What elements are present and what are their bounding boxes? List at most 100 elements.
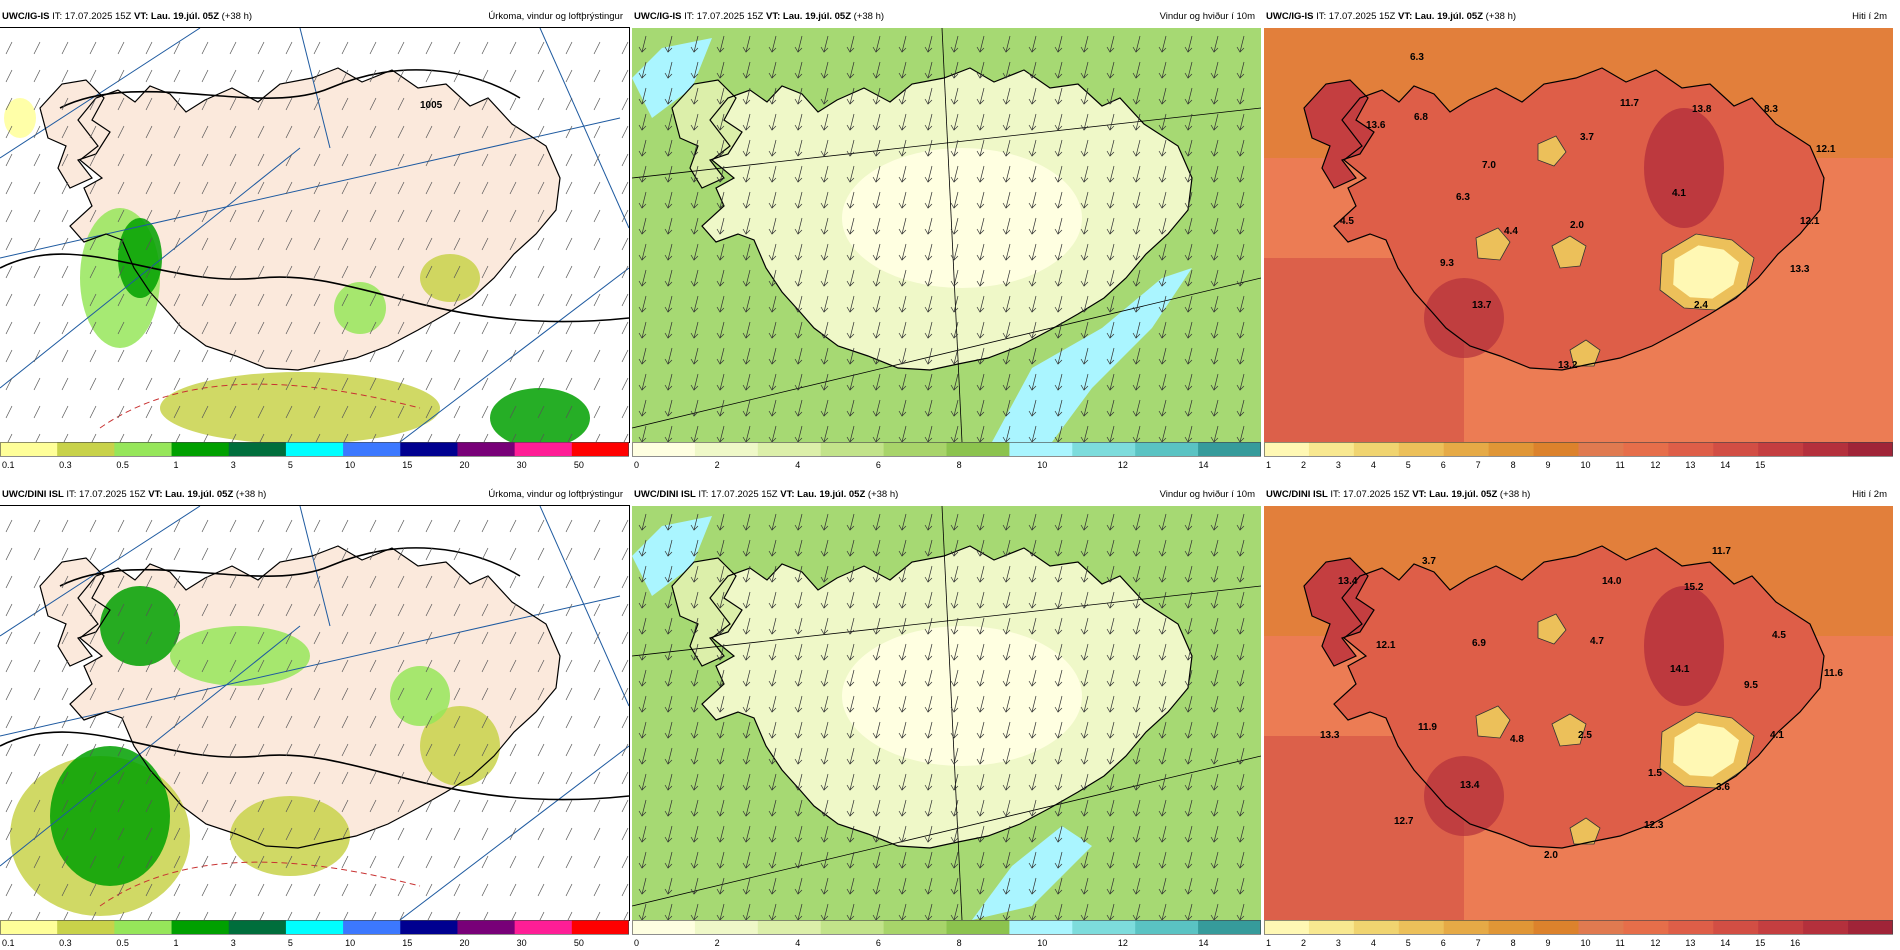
wind-arrow-shaft [1005,825,1011,843]
wind-arrow [664,773,673,791]
wind-arrow [638,139,647,157]
colorbar: 0 2 4 6 8 10 12 14 [632,920,1261,950]
wind-arrow [898,747,907,765]
wind-arrow-head [898,46,907,53]
wind-arrow [872,799,881,817]
wind-arrow [1184,851,1193,869]
wind-arrow-head [1054,888,1063,895]
wind-arrow-shaft [1213,721,1219,739]
wind-arrow-head [1236,732,1245,739]
wind-barb [117,377,125,391]
wind-arrow-head [1028,254,1037,261]
wind-arrow [846,243,855,261]
wind-arrow [716,191,725,209]
wind-arrow [846,295,855,313]
wind-arrow-head [1054,550,1063,557]
wind-barb [229,519,237,533]
wind-arrow-shaft [745,877,751,895]
wind-barb [257,799,265,813]
wind-arrow [1028,539,1037,557]
wind-arrow-head [1028,410,1037,417]
colorbar-swatch [343,920,401,934]
panel-header: UWC/IG-IS IT: 17.07.2025 15Z VT: Lau. 19… [0,8,629,26]
wind-arrow [1002,87,1011,105]
wind-arrow-head [638,550,647,557]
wind-arrow-head [794,732,803,739]
wind-barb [621,69,629,83]
wind-barb [117,575,125,589]
wind-arrow-shaft [771,61,777,79]
wind-arrow-head [976,228,985,235]
wind-arrow-head [716,202,725,209]
wind-arrow-head [1158,810,1167,817]
wind-barb [397,715,405,729]
wind-arrow-head [1132,150,1141,157]
wind-arrow-head [690,306,699,313]
wind-arrow-shaft [901,139,907,157]
wind-arrow [898,721,907,739]
wind-arrow-head [1158,332,1167,339]
wind-barb [397,855,405,869]
wind-arrow-shaft [797,269,803,287]
wind-arrow-head [820,888,829,895]
wind-barb [621,405,629,419]
wind-arrow-head [716,176,725,183]
wind-barb [341,883,349,897]
wind-arrow-head [1002,72,1011,79]
wind-arrow-head [872,280,881,287]
wind-arrow-shaft [771,565,777,583]
coastline [1303,79,1375,189]
wind-arrow-head [846,202,855,209]
wind-barb [285,293,293,307]
wind-arrow-head [1054,436,1063,442]
wind-barb [145,321,153,335]
wind-arrow [1054,877,1063,895]
wind-barb [565,405,573,419]
wind-barb [593,153,601,167]
wind-arrow-head [820,176,829,183]
wind-arrow [1210,373,1219,391]
wind-arrow-shaft [641,139,647,157]
wind-arrow [690,669,699,687]
wind-arrow-head [820,706,829,713]
graticule-line [632,755,1261,907]
wind-arrow-head [794,680,803,687]
colorbar-swatch [1668,920,1714,934]
temperature-label: 13.3 [1320,730,1340,741]
panel-header: UWC/DINI ISL IT: 17.07.2025 15Z VT: Lau.… [632,486,1261,504]
wind-arrow [976,695,985,713]
warm-area [1644,586,1724,706]
colorbar-tick-label: 11 [1615,938,1624,948]
wind-arrow [1080,243,1089,261]
wind-barb [425,265,433,279]
wind-arrow-shaft [1161,269,1167,287]
wind-arrow [898,217,907,235]
wind-arrow [1002,347,1011,365]
wind-arrow [1002,217,1011,235]
wind-barb [89,293,97,307]
wind-barb [621,265,629,279]
wind-barb [341,377,349,391]
wind-arrow [1002,747,1011,765]
wind-barb [341,743,349,757]
wind-arrow-shaft [719,513,725,531]
wind-arrow-shaft [953,695,959,713]
wind-arrow-shaft [953,269,959,287]
wind-barb [145,349,153,363]
wind-arrow-head [924,706,933,713]
wind-arrow-shaft [979,113,985,131]
wind-arrow-head [664,306,673,313]
wind-arrow-shaft [771,243,777,261]
wind-arrow-shaft [979,87,985,105]
wind-arrow [1210,773,1219,791]
wind-arrow-shaft [1057,191,1063,209]
wind-arrow-head [1236,150,1245,157]
wind-arrow-head [638,410,647,417]
wind-arrow-shaft [1187,113,1193,131]
temperature-label: 11.7 [1712,546,1731,557]
wind-arrow-shaft [1161,373,1167,391]
wind-arrow-head [1132,436,1141,442]
wind-arrow-head [1236,758,1245,765]
wind-arrow-shaft [1083,321,1089,339]
wind-barb [33,855,41,869]
